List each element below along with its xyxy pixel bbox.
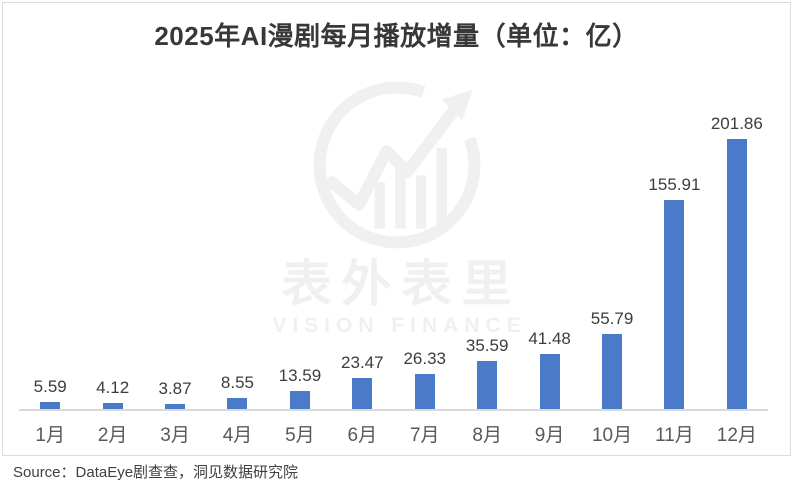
bar-column: 8.55 [206,373,268,409]
x-axis-tick-label: 8月 [472,425,502,446]
x-axis-tick-label: 7月 [409,425,440,446]
bar-column: 13.59 [269,366,331,409]
bar [664,200,685,409]
bar-value-label: 8.55 [220,373,255,392]
x-axis-tick-label: 3月 [160,425,190,446]
bar-value-label: 3.87 [158,379,192,398]
bar-value-label: 13.59 [278,366,322,385]
x-axis-tick-label: 6月 [347,425,378,446]
bar-column: 3.87 [144,379,206,409]
bar-chart: 5.59 4.12 3.87 8.55 13.59 23.47 26.33 35.59 41.4… [19,107,768,447]
chart-container: 2025年AI漫剧每月播放增量（单位：亿） 表外表里 VISION FINANC… [2,2,791,456]
bar [477,361,498,409]
bar-column: 201.86 [706,114,768,409]
x-axis-tick-label: 10月 [591,425,633,446]
bar [539,354,560,409]
bar-column: 4.12 [81,378,143,409]
bar-value-label: 41.48 [528,329,571,348]
bar-value-label: 4.12 [96,378,130,397]
bars-row: 5.59 4.12 3.87 8.55 13.59 23.47 26.33 35.59 41.4… [19,107,768,409]
bar [602,334,622,409]
source-note: Source：DataEye剧查查，洞见数据研究院 [13,464,299,481]
bar [227,398,248,409]
bar [352,378,373,409]
x-axis-tick-label: 2月 [97,425,128,446]
bar [726,139,747,409]
bar-value-label: 26.33 [403,349,447,368]
x-axis-tick-label: 9月 [534,425,565,446]
bar [102,403,123,409]
bar-value-label: 155.91 [648,175,701,194]
x-axis-tick-label: 4月 [222,425,253,446]
bar [289,391,310,409]
bar [165,404,186,409]
bar-value-label: 55.79 [590,309,634,328]
bar-column: 35.59 [456,336,518,409]
x-axis-tick-label: 5月 [285,425,315,446]
x-axis-tick-label: 1月 [35,425,65,446]
bar-column: 5.59 [19,377,81,409]
bar-column: 155.91 [643,175,705,409]
bar [414,374,435,409]
bar-value-label: 23.47 [341,353,384,372]
bar-value-label: 35.59 [465,336,509,355]
x-axis-tick-labels: 1月 2月 3月 4月 5月 6月 7月 8月 9月 10月 11月 12月 [19,411,768,447]
chart-title: 2025年AI漫剧每月播放增量（单位：亿） [154,21,639,51]
bar-column: 26.33 [394,349,456,409]
bar-value-label: 201.86 [710,114,763,133]
bar-column: 55.79 [581,309,643,409]
bar-column: 23.47 [331,353,393,409]
x-axis-tick-label: 12月 [716,425,757,446]
bar-value-label: 5.59 [33,377,67,396]
x-axis-tick-label: 11月 [655,425,694,446]
bar-column: 41.48 [518,329,580,409]
bar [40,402,61,409]
x-axis-line [19,409,768,411]
